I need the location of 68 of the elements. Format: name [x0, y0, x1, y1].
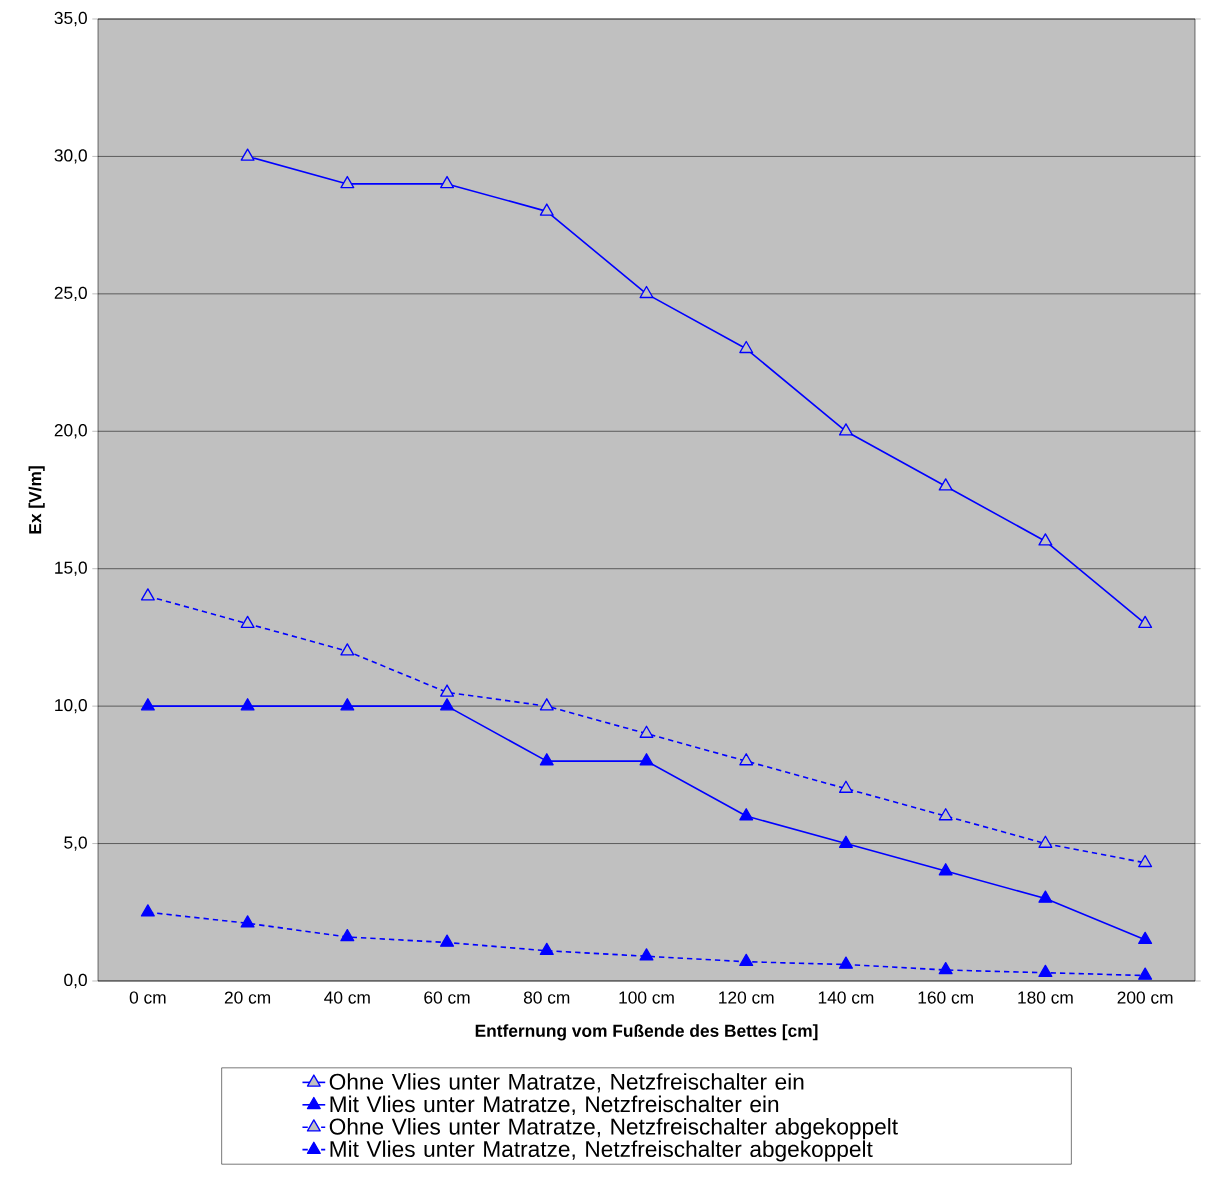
legend-label: Mit Vlies unter Matratze, Netzfreischalter abgekoppelt — [330, 1140, 873, 1162]
x-tick-label: 60 cm — [424, 991, 470, 1004]
point — [140, 588, 155, 601]
point — [639, 948, 654, 961]
x-tick-label: 120 cm — [719, 991, 774, 1004]
y-tick-label: 5,0 — [64, 836, 87, 851]
point — [1138, 854, 1153, 868]
point — [440, 698, 455, 711]
x-tick-label: 20 cm — [224, 991, 271, 1004]
point — [938, 478, 953, 491]
point — [440, 934, 455, 947]
x-tick-label: 140 cm — [818, 991, 874, 1004]
point — [1138, 967, 1153, 980]
point — [340, 175, 355, 189]
point — [1138, 615, 1153, 629]
point — [739, 953, 754, 967]
y-tick-label: 0,0 — [64, 973, 87, 989]
point — [240, 148, 255, 161]
point — [440, 684, 455, 697]
point — [639, 725, 654, 738]
point — [739, 340, 754, 354]
point — [639, 753, 654, 766]
point — [340, 929, 355, 942]
legend-label: Mit Vlies unter Matratze, Netzfreischalter ein — [330, 1095, 779, 1115]
y-tick-label: 15,0 — [55, 561, 87, 576]
point — [140, 904, 155, 917]
point — [838, 956, 853, 969]
point — [539, 942, 554, 956]
x-tick-label: 40 cm — [324, 991, 370, 1004]
point — [340, 698, 355, 711]
point — [1038, 835, 1053, 848]
x-tick-label: 80 cm — [523, 991, 570, 1004]
x-tick-label: 160 cm — [918, 991, 973, 1004]
y-axis-title: Ex [V/m] — [28, 466, 45, 534]
point — [1138, 931, 1153, 945]
y-tick-label: 20,0 — [54, 424, 87, 439]
point — [938, 808, 953, 821]
point — [539, 698, 554, 711]
point — [1038, 890, 1053, 903]
x-tick-label: 100 cm — [619, 991, 674, 1004]
y-tick-label: 25,0 — [54, 286, 87, 302]
point — [240, 915, 255, 928]
point — [340, 643, 355, 656]
x-tick-label: 0 cm — [129, 991, 166, 1004]
point — [639, 285, 654, 299]
point — [838, 835, 853, 848]
legend-label: Ohne Vlies unter Matratze, Netzfreischalter abgekoppelt — [329, 1118, 898, 1140]
point — [539, 203, 554, 216]
point — [739, 753, 754, 766]
y-tick-label: 35,0 — [54, 11, 87, 27]
point — [1038, 964, 1053, 978]
legend-label: Ohne Vlies unter Matratze, Netzfreischalter ein — [329, 1073, 804, 1093]
point — [739, 808, 754, 821]
point — [140, 698, 155, 711]
x-tick-label: 180 cm — [1018, 991, 1073, 1004]
point — [240, 615, 255, 629]
y-tick-label: 10,0 — [55, 698, 87, 714]
point — [938, 961, 953, 975]
point — [440, 175, 455, 189]
x-axis-title: Entfernung vom Fußende des Bettes [cm] — [475, 1024, 818, 1041]
point — [938, 863, 953, 876]
point — [1038, 533, 1053, 546]
y-tick-label: 30,0 — [54, 149, 87, 164]
point — [838, 780, 853, 793]
point — [838, 423, 853, 436]
point — [539, 753, 554, 766]
x-tick-label: 200 cm — [1117, 991, 1173, 1004]
point — [240, 698, 255, 711]
